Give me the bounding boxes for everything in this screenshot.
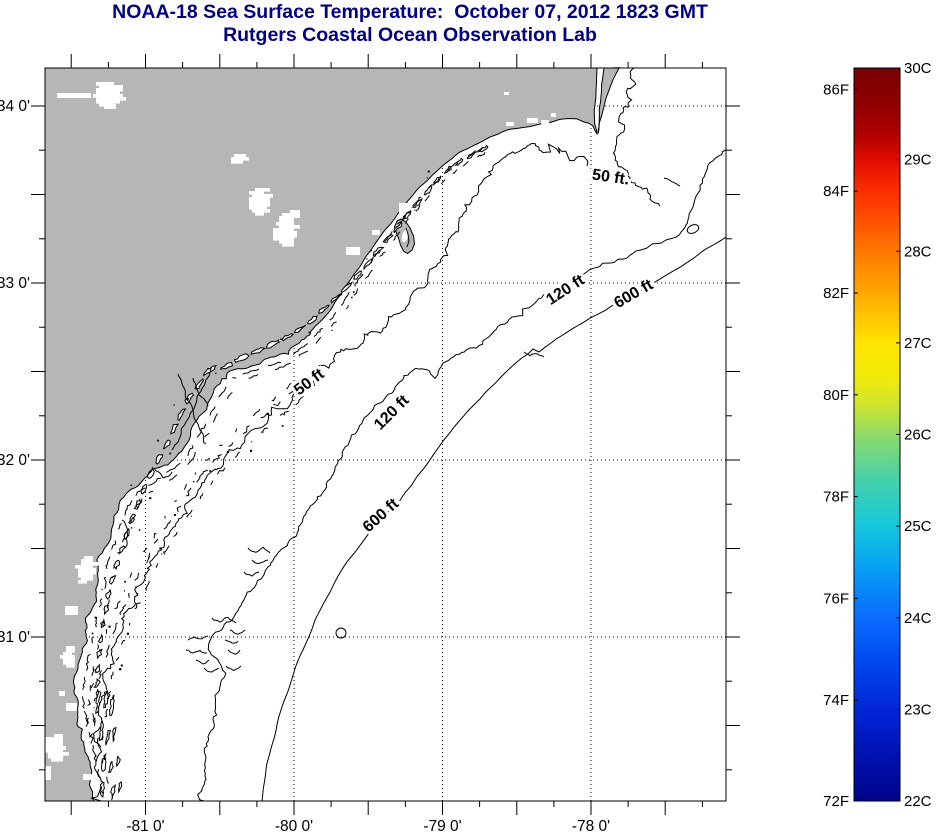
svg-text:84F: 84F <box>823 183 849 200</box>
svg-text:72F: 72F <box>823 793 849 810</box>
svg-text:25C: 25C <box>904 518 932 535</box>
svg-text:22C: 22C <box>904 793 932 810</box>
svg-text:29C: 29C <box>904 152 932 169</box>
svg-text:27C: 27C <box>904 335 932 352</box>
svg-text:-80 0': -80 0' <box>275 818 313 832</box>
svg-text:82F: 82F <box>823 285 849 302</box>
svg-text:26C: 26C <box>904 427 932 444</box>
svg-text:Rutgers Coastal Ocean Observat: Rutgers Coastal Ocean Observation Lab <box>223 24 597 46</box>
svg-text:30C: 30C <box>904 60 932 77</box>
svg-text:-78 0': -78 0' <box>572 818 610 832</box>
svg-text:-81 0': -81 0' <box>126 818 164 832</box>
svg-text:34 0': 34 0' <box>0 98 30 115</box>
svg-text:-79 0': -79 0' <box>423 818 461 832</box>
svg-text:86F: 86F <box>823 81 849 98</box>
svg-text:74F: 74F <box>823 692 849 709</box>
svg-text:24C: 24C <box>904 610 932 627</box>
svg-text:23C: 23C <box>904 701 932 718</box>
svg-text:28C: 28C <box>904 243 932 260</box>
svg-text:78F: 78F <box>823 489 849 506</box>
svg-text:33 0': 33 0' <box>0 275 30 292</box>
svg-text:NOAA-18 Sea Surface Temperatur: NOAA-18 Sea Surface Temperature: October… <box>112 1 708 23</box>
svg-text:76F: 76F <box>823 590 849 607</box>
svg-text:80F: 80F <box>823 387 849 404</box>
svg-text:32 0': 32 0' <box>0 452 30 469</box>
svg-text:31 0': 31 0' <box>0 629 30 646</box>
